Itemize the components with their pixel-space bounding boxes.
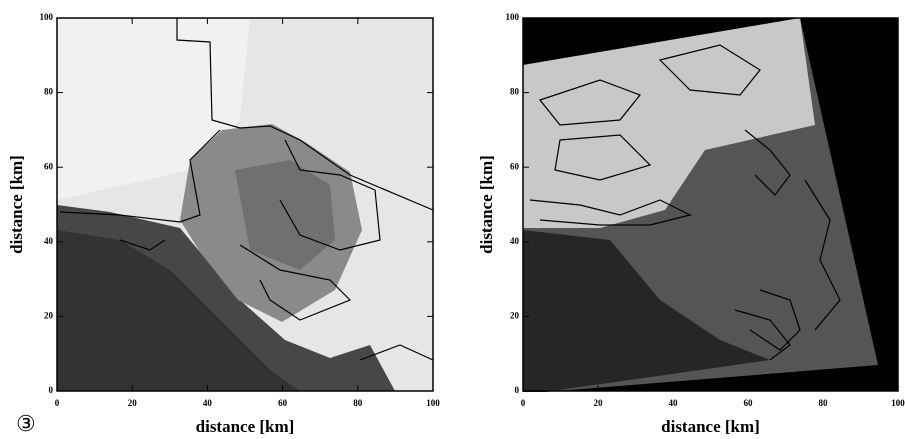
right-image: [523, 18, 898, 392]
x-tick-label: 0: [521, 398, 526, 408]
y-tick-label: 80: [44, 87, 54, 97]
x-tick-label: 80: [353, 398, 363, 408]
x-tick-label: 60: [744, 398, 754, 408]
x-tick-label: 100: [426, 398, 440, 408]
x-axis-title: distance [km]: [661, 417, 760, 436]
x-tick-label: 40: [203, 398, 213, 408]
x-tick-label: 0: [55, 398, 60, 408]
panel-label: ③: [16, 411, 36, 436]
y-tick-label: 20: [44, 310, 54, 320]
y-tick-label: 80: [510, 87, 520, 97]
y-tick-label: 20: [510, 310, 520, 320]
x-tick-label: 60: [278, 398, 288, 408]
y-tick-label: 100: [40, 12, 54, 22]
y-tick-label: 60: [44, 161, 54, 171]
figure: ③ 0 20 40 60 80 100 0 20 40 60 80 100 distance [km] d…: [0, 0, 905, 439]
x-axis-title: distance [km]: [196, 417, 295, 436]
y-tick-label: 40: [44, 236, 54, 246]
x-tick-label: 20: [128, 398, 138, 408]
x-tick-label: 20: [594, 398, 604, 408]
left-image: [57, 18, 433, 391]
x-tick-label: 100: [891, 398, 905, 408]
y-tick-label: 40: [510, 236, 520, 246]
y-axis-title: distance [km]: [7, 155, 26, 254]
y-tick-label: 100: [506, 12, 520, 22]
y-tick-label: 60: [510, 161, 520, 171]
x-tick-label: 40: [669, 398, 679, 408]
y-tick-label: 0: [515, 385, 520, 395]
y-tick-label: 0: [49, 385, 54, 395]
y-axis-title: distance [km]: [477, 155, 496, 254]
x-tick-label: 80: [819, 398, 829, 408]
